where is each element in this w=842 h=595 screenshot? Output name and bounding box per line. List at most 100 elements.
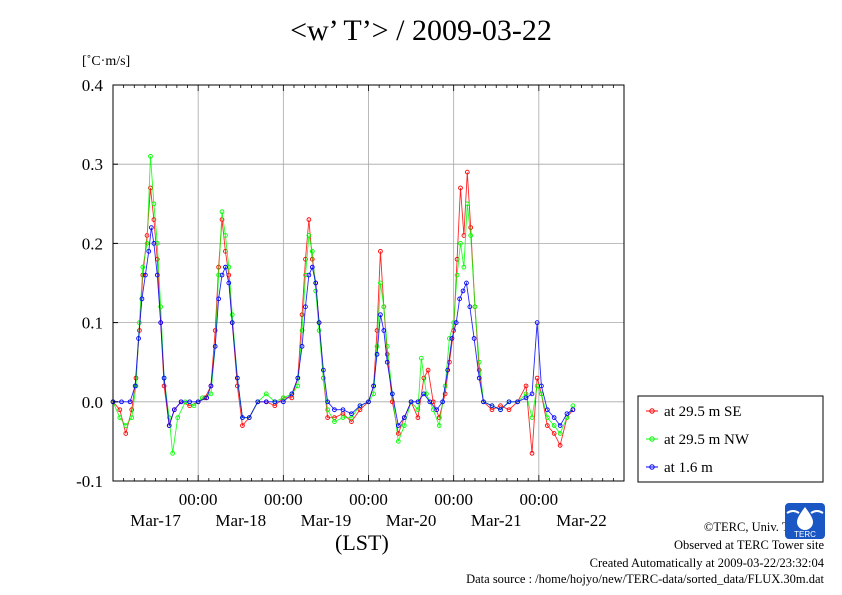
data-point xyxy=(306,272,312,278)
data-point xyxy=(263,399,269,405)
data-point xyxy=(229,312,235,318)
data-point xyxy=(457,296,462,302)
data-point xyxy=(158,304,164,310)
series-line xyxy=(112,172,574,454)
data-point xyxy=(544,423,550,428)
data-point xyxy=(123,431,129,436)
data-point xyxy=(445,367,451,373)
data-point xyxy=(481,399,486,405)
data-point xyxy=(226,280,232,286)
created-timestamp-text: Created Automatically at 2009-03-22/23:3… xyxy=(589,556,824,570)
data-point xyxy=(371,383,376,389)
data-point xyxy=(295,383,301,389)
data-point xyxy=(303,304,308,310)
data-point xyxy=(332,407,337,413)
data-source-text: Data source : /home/hojyo/new/TERC-data/… xyxy=(466,572,824,586)
data-point xyxy=(539,383,544,389)
data-point xyxy=(316,328,322,333)
date-label: Mar-19 xyxy=(301,511,352,530)
data-point xyxy=(564,411,570,417)
data-point xyxy=(129,415,135,420)
svg-text:TERC: TERC xyxy=(794,530,816,539)
data-point xyxy=(557,431,563,436)
data-point xyxy=(299,344,305,349)
x-tick-label: 00:00 xyxy=(349,490,388,509)
data-point xyxy=(349,411,354,417)
data-point xyxy=(381,304,387,310)
data-point xyxy=(447,336,452,341)
data-point xyxy=(472,304,478,310)
data-point xyxy=(401,423,407,428)
chart-grid xyxy=(113,84,624,482)
data-point xyxy=(208,383,214,389)
data-point xyxy=(476,367,482,373)
data-point xyxy=(306,217,312,222)
data-point xyxy=(151,241,157,246)
data-point xyxy=(489,403,495,409)
axis-ticks: -0.1 0.0 0.1 0.2 0.3 0.4 00:00 00:00 00:00 00:00 0… xyxy=(76,76,625,530)
data-point xyxy=(223,264,228,270)
observation-site-text: Observed at TERC Tower site xyxy=(673,538,824,552)
legend-box xyxy=(637,395,824,483)
data-point xyxy=(325,415,330,420)
data-point xyxy=(212,328,218,333)
data-point xyxy=(175,415,181,420)
data-point xyxy=(534,320,540,325)
x-axis-label: (LST) xyxy=(335,530,389,555)
data-point xyxy=(166,415,172,420)
data-point xyxy=(551,431,557,436)
data-point xyxy=(295,375,301,381)
data-point xyxy=(306,233,312,238)
data-point xyxy=(191,403,197,409)
data-point xyxy=(119,399,124,405)
data-point xyxy=(371,391,376,397)
data-point xyxy=(436,423,442,428)
data-point xyxy=(401,415,407,420)
data-point xyxy=(313,280,319,286)
data-point xyxy=(395,431,401,436)
data-point xyxy=(357,403,363,409)
data-point xyxy=(223,233,228,238)
data-point xyxy=(332,419,337,424)
data-point xyxy=(378,312,383,318)
series-2 xyxy=(110,225,576,428)
data-point xyxy=(460,288,466,294)
data-point xyxy=(442,391,448,397)
data-point xyxy=(408,399,414,405)
data-point xyxy=(464,280,469,286)
data-point xyxy=(309,264,315,270)
data-point xyxy=(468,233,474,238)
data-point xyxy=(374,344,380,349)
data-point xyxy=(544,415,550,420)
data-point xyxy=(204,395,210,401)
data-point xyxy=(146,248,152,254)
data-point xyxy=(381,328,387,333)
data-point xyxy=(464,201,470,207)
data-point xyxy=(449,336,455,341)
data-point xyxy=(378,248,383,254)
legend-swatch-marker xyxy=(649,408,655,414)
legend-label: at 29.5 m NW xyxy=(664,432,750,448)
data-point xyxy=(551,415,557,420)
data-point xyxy=(229,320,235,325)
data-point xyxy=(303,256,308,262)
data-point xyxy=(506,407,512,413)
legend-label: at 29.5 m SE xyxy=(664,404,742,420)
data-point xyxy=(570,407,576,413)
data-point xyxy=(178,399,184,405)
data-point xyxy=(272,399,278,405)
x-tick-label: 00:00 xyxy=(519,490,558,509)
data-point xyxy=(424,391,429,397)
data-point xyxy=(557,423,563,428)
data-point xyxy=(263,391,269,397)
y-tick-label: 0.1 xyxy=(82,314,103,333)
data-point xyxy=(161,383,167,389)
data-point xyxy=(440,399,445,405)
data-point xyxy=(458,185,463,191)
data-point xyxy=(451,320,457,325)
data-point xyxy=(534,383,540,389)
data-point xyxy=(374,351,380,357)
data-point xyxy=(158,320,164,325)
data-point xyxy=(154,272,160,278)
x-tick-label: 00:00 xyxy=(179,490,218,509)
